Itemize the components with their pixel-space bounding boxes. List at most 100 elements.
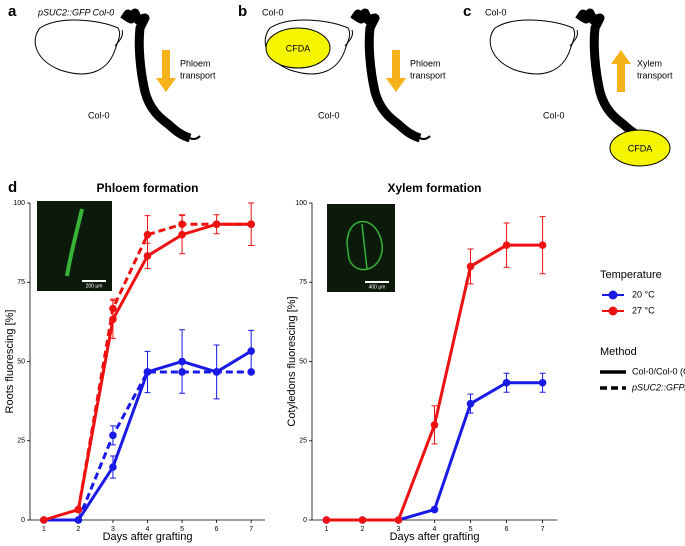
y-tick-label: 75 xyxy=(17,279,25,286)
y-axis-label: Cotyledons fluorescing [%] xyxy=(286,296,298,426)
data-point xyxy=(40,516,48,524)
data-point xyxy=(502,241,511,249)
data-point xyxy=(538,241,547,249)
data-point xyxy=(466,399,475,408)
series-line xyxy=(76,370,252,521)
data-point xyxy=(74,505,83,514)
data-point xyxy=(143,368,152,376)
data-point xyxy=(143,230,152,239)
scale-label: 400 µm xyxy=(369,284,386,290)
transport-arrow xyxy=(611,50,631,92)
panel-letter: c xyxy=(463,3,471,20)
dye-label: CFDA xyxy=(286,43,311,53)
y-tick-label: 50 xyxy=(299,358,307,365)
data-point xyxy=(430,421,439,429)
data-point xyxy=(394,516,403,524)
arrow-label: transport xyxy=(637,70,673,80)
x-axis-label: Days after grafting xyxy=(390,531,480,543)
data-point xyxy=(109,463,117,471)
x-tick-label: 3 xyxy=(111,526,115,533)
y-axis-label: Roots fluorescing [%] xyxy=(4,310,16,414)
y-tick-label: 25 xyxy=(17,438,25,445)
x-axis-label: Days after grafting xyxy=(103,531,193,543)
legend-title: Temperature xyxy=(600,269,662,281)
arrow-label: Phloem xyxy=(410,58,441,68)
legend-label: Col-0/Col-0 (CFDA) xyxy=(632,366,685,376)
data-point xyxy=(178,220,186,229)
y-tick-label: 25 xyxy=(299,438,307,445)
arrow-label: Xylem xyxy=(637,58,662,68)
x-tick-label: 4 xyxy=(433,526,437,533)
data-point xyxy=(178,230,186,239)
series-line xyxy=(326,381,543,522)
chart-title: Phloem formation xyxy=(96,181,198,195)
data-point xyxy=(358,516,367,524)
scale-label: 200 µm xyxy=(86,283,103,289)
x-tick-label: 7 xyxy=(541,526,545,533)
legend-title: Method xyxy=(600,346,637,358)
top-label: Col-0 xyxy=(485,7,507,17)
panel-letter: b xyxy=(238,3,247,20)
x-tick-label: 2 xyxy=(360,526,364,533)
dye-spot xyxy=(265,27,331,69)
x-tick-label: 3 xyxy=(397,526,401,533)
chart-title: Xylem formation xyxy=(387,181,481,195)
dye-spot xyxy=(609,129,671,167)
x-tick-label: 4 xyxy=(146,526,150,533)
data-point xyxy=(109,304,117,313)
data-point xyxy=(502,378,511,387)
data-point xyxy=(247,368,255,376)
micrograph-signal xyxy=(65,208,84,277)
series-line xyxy=(76,222,252,510)
legend-key xyxy=(608,306,618,316)
data-point xyxy=(178,357,186,366)
data-point xyxy=(247,220,255,229)
micrograph-signal xyxy=(346,220,383,271)
y-tick-label: 0 xyxy=(21,517,25,524)
x-tick-label: 2 xyxy=(76,526,80,533)
root-label: Col-0 xyxy=(318,110,340,120)
seedling-drawing xyxy=(490,13,655,139)
y-tick-label: 0 xyxy=(303,517,307,524)
y-tick-label: 100 xyxy=(295,200,307,207)
x-tick-label: 6 xyxy=(505,526,509,533)
data-point xyxy=(212,220,221,229)
data-point xyxy=(178,368,186,376)
y-tick-label: 100 xyxy=(13,200,25,207)
y-tick-label: 75 xyxy=(299,279,307,286)
data-point xyxy=(247,347,255,355)
data-point xyxy=(430,505,439,514)
arrow-label: transport xyxy=(180,70,216,80)
data-point xyxy=(538,378,547,387)
dye-label: CFDA xyxy=(628,143,653,153)
data-point xyxy=(109,431,117,440)
y-tick-label: 50 xyxy=(17,358,25,365)
top-label: pSUC2::GFP Col-0 xyxy=(37,7,114,17)
legend-label: 20 °C xyxy=(632,289,655,299)
top-label: Col-0 xyxy=(262,7,284,17)
arrow-label: Phloem xyxy=(180,58,211,68)
legend-label: pSUC2::GFP/Col-0 xyxy=(631,382,685,392)
seedling-drawing xyxy=(35,13,200,139)
x-tick-label: 7 xyxy=(249,526,253,533)
x-tick-label: 5 xyxy=(469,526,473,533)
transport-arrow xyxy=(386,50,406,92)
x-tick-label: 1 xyxy=(324,526,328,533)
root-label: Col-0 xyxy=(543,110,565,120)
panel-letter: d xyxy=(8,179,17,196)
data-point xyxy=(212,368,221,376)
arrow-label: transport xyxy=(410,70,446,80)
transport-arrow xyxy=(156,50,176,92)
micrograph xyxy=(327,204,395,292)
data-point xyxy=(74,516,83,524)
x-tick-label: 5 xyxy=(180,526,184,533)
root-label: Col-0 xyxy=(88,110,110,120)
legend-key xyxy=(608,290,618,300)
x-tick-label: 1 xyxy=(42,526,46,533)
x-tick-label: 6 xyxy=(215,526,219,533)
legend-label: 27 °C xyxy=(632,305,655,315)
data-point xyxy=(466,262,475,271)
panel-letter: a xyxy=(8,3,17,20)
data-point xyxy=(322,516,331,524)
